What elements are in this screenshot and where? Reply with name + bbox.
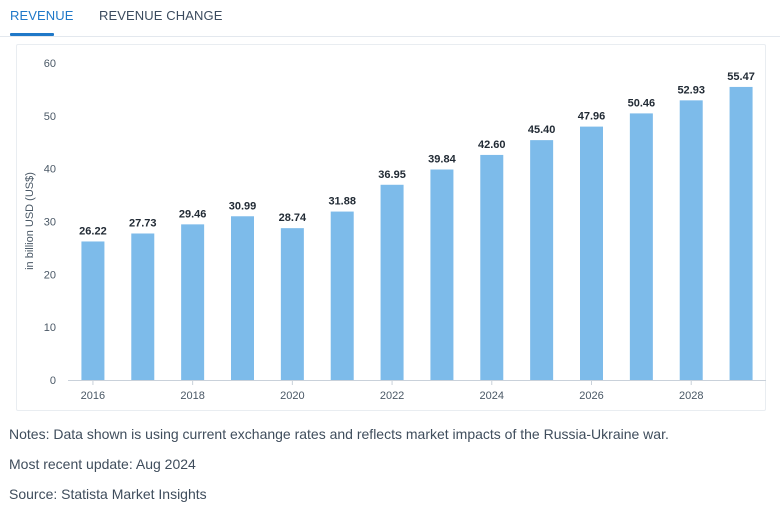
bar-value-label: 50.46 — [628, 97, 656, 109]
x-tick-label: 2022 — [380, 390, 404, 402]
bar-value-label: 47.96 — [578, 111, 606, 123]
y-tick-label: 30 — [44, 217, 56, 229]
bar — [729, 86, 753, 380]
bar — [81, 241, 105, 380]
bar-value-label: 28.74 — [279, 212, 307, 224]
tab-revenue-change[interactable]: REVENUE CHANGE — [99, 8, 223, 23]
revenue-bar-chart: in billion USD (US$) 0 10 20 30 40 50 60 26.22 20… — [24, 58, 766, 402]
tab-revenue[interactable]: REVENUE — [10, 8, 74, 23]
bar — [530, 140, 554, 380]
bar — [629, 113, 653, 380]
active-tab-indicator — [10, 33, 54, 36]
bar — [181, 224, 205, 380]
bar — [380, 184, 404, 380]
last-update: Most recent update: Aug 2024 — [9, 456, 196, 472]
bar-value-label: 29.46 — [179, 208, 207, 220]
y-axis-title: in billion USD (US$) — [24, 172, 36, 270]
bar-value-label: 45.40 — [528, 124, 556, 136]
y-tick-label: 10 — [44, 322, 56, 334]
bar — [131, 233, 155, 380]
bar — [580, 126, 603, 381]
bar-value-label: 52.93 — [677, 84, 705, 96]
chart-notes: Notes: Data shown is using current excha… — [9, 426, 669, 442]
bar-value-label: 42.60 — [478, 139, 506, 151]
x-tick-label: 2026 — [579, 390, 603, 402]
bar-value-label: 39.84 — [428, 154, 456, 166]
y-tick-label: 20 — [44, 269, 56, 281]
bar — [430, 169, 454, 380]
y-tick-label: 50 — [44, 111, 56, 123]
bar — [231, 216, 254, 380]
bar-value-label: 26.22 — [79, 225, 107, 237]
bar-value-label: 55.47 — [727, 71, 755, 83]
bar-value-label: 36.95 — [378, 169, 406, 181]
bar — [330, 211, 354, 380]
bar-value-label: 27.73 — [129, 217, 157, 229]
x-tick-label: 2016 — [81, 390, 105, 402]
bar — [280, 228, 304, 380]
x-tick-label: 2020 — [280, 390, 304, 402]
x-tick-label: 2018 — [180, 390, 204, 402]
x-tick-label: 2024 — [480, 390, 504, 402]
chart-source: Source: Statista Market Insights — [9, 486, 207, 502]
bar — [480, 154, 504, 380]
tab-bar: REVENUE REVENUE CHANGE — [0, 0, 780, 37]
y-tick-label: 40 — [44, 164, 56, 176]
x-tick-label: 2028 — [679, 390, 703, 402]
bar-value-label: 30.99 — [229, 200, 257, 212]
bar — [679, 100, 703, 381]
y-tick-label: 60 — [44, 58, 56, 70]
bar-value-label: 31.88 — [328, 196, 356, 208]
y-tick-label: 0 — [50, 375, 56, 387]
